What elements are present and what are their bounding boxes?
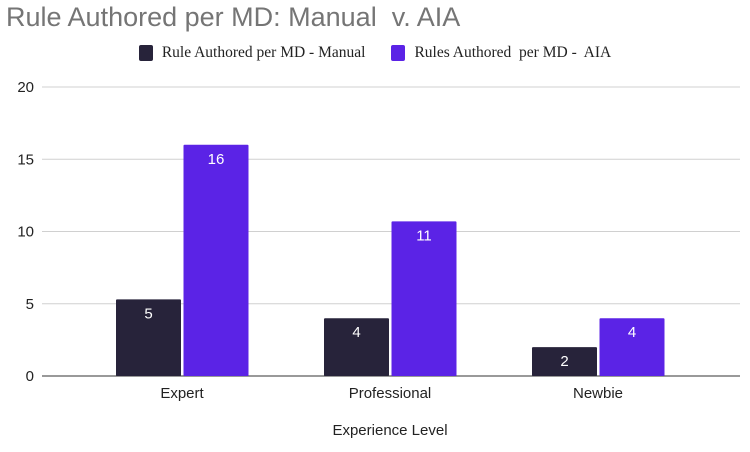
bar-aia — [183, 144, 249, 376]
bar-aia — [391, 221, 457, 376]
y-tick-label: 20 — [17, 79, 34, 96]
legend-swatch-aia — [391, 45, 406, 61]
data-label: 4 — [352, 324, 360, 341]
data-label: 16 — [208, 151, 225, 168]
legend: Rule Authored per MD - Manual Rules Auth… — [0, 44, 750, 62]
bar-aia — [599, 318, 665, 376]
y-tick-label: 5 — [26, 296, 34, 313]
x-tick-label: Newbie — [573, 385, 623, 402]
y-tick-label: 15 — [17, 151, 34, 168]
y-tick-label: 10 — [17, 224, 34, 241]
legend-swatch-manual — [138, 45, 153, 61]
legend-item-manual: Rule Authored per MD - Manual — [138, 44, 366, 62]
bar-manual — [324, 318, 389, 376]
bar-manual — [532, 347, 597, 376]
data-label: 5 — [144, 305, 152, 322]
x-tick-label: Expert — [160, 385, 204, 402]
chart-title: Rule Authored per MD: Manual v. AIA — [6, 2, 461, 32]
y-tick-label: 0 — [26, 368, 34, 385]
data-label: 11 — [416, 227, 432, 244]
legend-label-manual: Rule Authored per MD - Manual — [161, 44, 366, 61]
data-label: 2 — [560, 353, 568, 370]
x-tick-label: Professional — [349, 385, 432, 402]
data-label: 4 — [628, 324, 636, 341]
legend-item-aia: Rules Authored per MD - AIA — [391, 44, 611, 62]
bar-manual — [116, 299, 181, 376]
legend-label-aia: Rules Authored per MD - AIA — [414, 44, 612, 61]
x-axis-label: Experience Level — [332, 422, 448, 439]
